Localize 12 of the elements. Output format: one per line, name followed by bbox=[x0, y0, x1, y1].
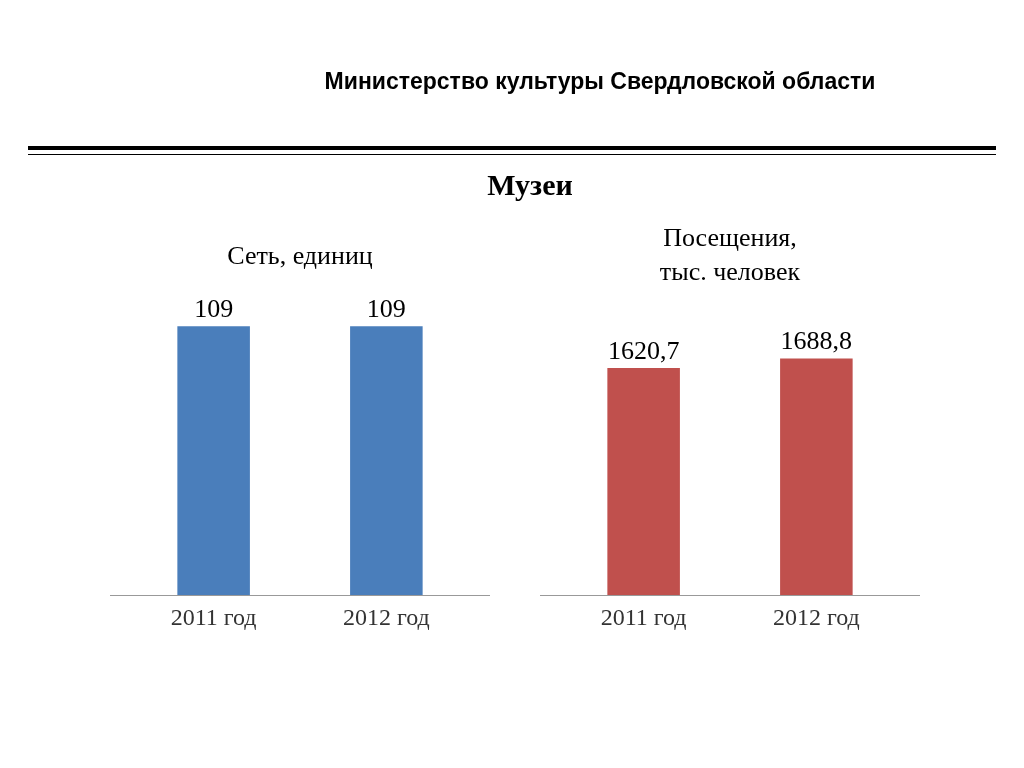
x-tick-label: 2011 год bbox=[170, 603, 257, 630]
data-label: 109 bbox=[366, 294, 406, 324]
chart-title: Посещения, тыс. человек bbox=[659, 223, 801, 286]
x-tick-label: 2012 год bbox=[342, 603, 430, 630]
data-label: 1688,8 bbox=[780, 326, 853, 356]
data-label: 109 bbox=[194, 294, 234, 324]
chart-title: Сеть, единиц bbox=[227, 241, 373, 271]
data-label: 1620,7 bbox=[607, 335, 680, 365]
x-tick-label: 2011 год bbox=[600, 603, 687, 630]
x-tick-label: 2012 год bbox=[772, 603, 860, 630]
text: Музеи bbox=[486, 168, 574, 202]
text: Министерство культуры Свердловской области bbox=[323, 68, 877, 95]
